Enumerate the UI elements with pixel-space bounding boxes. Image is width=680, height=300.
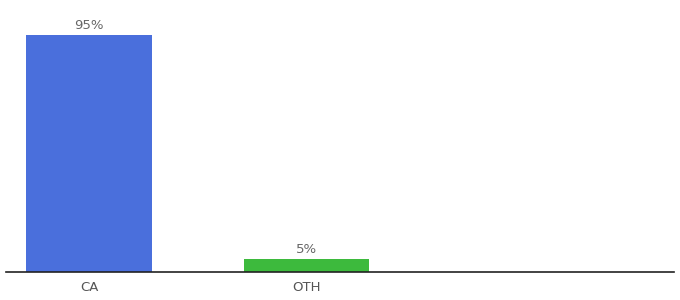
Text: 95%: 95% bbox=[74, 20, 104, 32]
Text: 5%: 5% bbox=[296, 243, 317, 256]
Bar bbox=[244, 259, 369, 272]
Bar bbox=[27, 35, 152, 272]
